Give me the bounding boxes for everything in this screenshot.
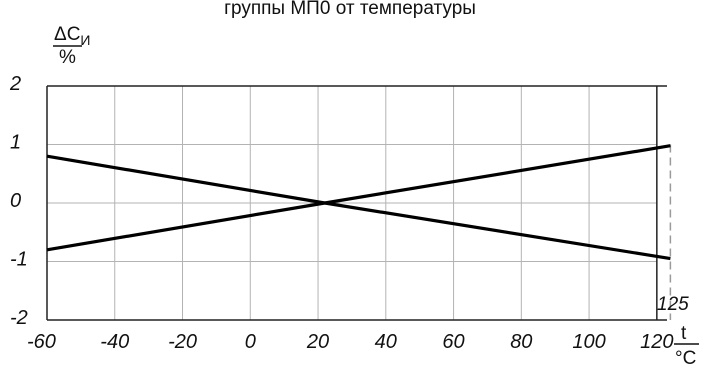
x-tick-label: 60 [442,331,464,353]
y-tick-labels: 2 1 0 -1 -2 [9,73,28,329]
grid [47,86,657,320]
x-tick-label: 40 [375,331,397,353]
series-layer [46,144,671,261]
y-tick-label: -2 [10,307,28,329]
y-axis-unit: % [59,47,76,68]
y-tick-label: -1 [10,249,28,271]
chart-title: группы МП0 от температуры [224,0,476,19]
x-tick-label: -60 [27,331,56,353]
x-tick-label: 20 [306,331,329,353]
y-axis-symbol-main: ΔC [54,24,80,45]
series-line-1 [46,154,671,261]
x-axis-symbol: t [681,323,687,344]
plot-frame [46,85,667,321]
x-tick-label: 100 [572,331,605,353]
y-axis-label: ΔCИ % [53,24,90,68]
x-axis-unit: °C [675,348,696,367]
y-axis-symbol: ΔCИ [54,24,90,48]
x-axis-label: t °C [674,323,699,367]
x-tick-labels: -60 -40 -20 0 20 40 60 80 100 120 [27,331,674,353]
x-tick-label: -20 [168,331,197,353]
y-tick-label: 2 [9,73,21,95]
marker-label: 125 [657,294,689,315]
y-tick-label: 0 [10,190,21,212]
x-tick-label: 80 [510,331,532,353]
y-tick-label: 1 [10,132,21,154]
y-axis-symbol-subscript: И [80,32,90,48]
series-line-2 [46,144,671,252]
x-tick-label: 120 [640,331,673,353]
x-tick-label: -40 [100,331,129,353]
x-tick-label: 0 [245,331,256,353]
